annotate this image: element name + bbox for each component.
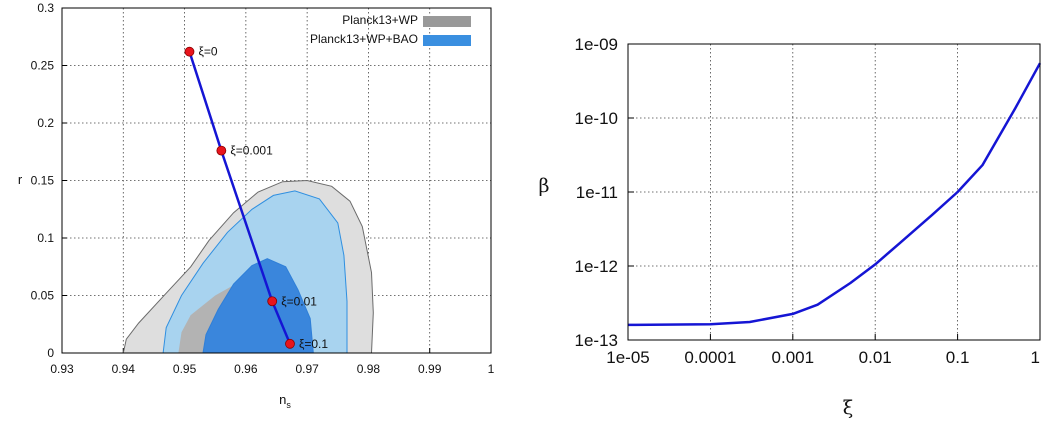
left-y-tick-label: 0.05 — [31, 289, 55, 303]
legend-swatch-planck13-wp-bao — [423, 35, 471, 46]
left-y-tick-label: 0.1 — [37, 231, 54, 245]
xi-point-marker — [184, 46, 195, 57]
xi-point-label: ξ=0.001 — [230, 144, 273, 158]
beta-vs-xi-line — [627, 62, 1042, 327]
left-y-tick-label: 0.3 — [37, 1, 54, 15]
right-x-tick-label: 0.1 — [946, 348, 970, 367]
right-y-tick-label: 1e-10 — [575, 109, 618, 128]
left-contours — [122, 179, 374, 354]
right-x-tick-label: 0.001 — [772, 348, 815, 367]
legend-label-planck13-wp: Planck13+WP — [342, 13, 418, 27]
left-y-tick-label: 0.15 — [31, 174, 55, 188]
right-y-tick-label: 1e-09 — [575, 35, 618, 54]
legend-label-planck13-wp-bao: Planck13+WP+BAO — [310, 32, 418, 46]
left-x-tick-label: 0.97 — [295, 362, 319, 376]
right-grid — [627, 43, 1041, 341]
left-y-tick-label: 0 — [47, 346, 54, 360]
left-x-axis-label-sub: s — [286, 400, 291, 410]
left-y-axis-label: r — [18, 172, 23, 187]
right-y-axis-label: β — [539, 175, 550, 197]
left-legend: Planck13+WP Planck13+WP+BAO — [310, 13, 471, 46]
xi-point-marker — [267, 296, 278, 307]
right-tick-labels: 1e-05 0.0001 0.001 0.01 0.1 1 1e-13 1e-12 1e-11 1… — [575, 35, 1040, 367]
left-x-tick-label: 0.93 — [50, 362, 74, 376]
left-tick-labels: 0.93 0.94 0.95 0.96 0.97 0.98 0.99 1 0 0.05 0.1 0.1… — [31, 1, 495, 376]
xi-point-marker — [285, 338, 295, 349]
left-x-tick-label: 1 — [488, 362, 495, 376]
legend-swatch-planck13-wp — [423, 16, 471, 27]
left-x-tick-label: 0.98 — [357, 362, 381, 376]
right-chart: 1e-05 0.0001 0.001 0.01 0.1 1 1e-13 1e-12 1e-11 1… — [539, 35, 1042, 419]
right-x-tick-label: 1e-05 — [606, 348, 649, 367]
left-x-axis-label-main: n — [279, 392, 286, 407]
right-plot-frame — [627, 43, 1041, 341]
right-y-tick-label: 1e-13 — [575, 331, 618, 350]
left-x-tick-label: 0.99 — [418, 362, 442, 376]
right-x-tick-label: 0.0001 — [684, 348, 736, 367]
xi-point-marker — [216, 145, 227, 156]
right-y-tick-label: 1e-12 — [575, 257, 618, 276]
right-x-tick-label: 1 — [1031, 348, 1040, 367]
right-x-tick-label: 0.01 — [859, 348, 892, 367]
left-xi-line: ξ=0 ξ=0.001 ξ=0.01 ξ=0.1 — [184, 45, 328, 351]
xi-trajectory-line — [188, 51, 292, 345]
left-x-tick-label: 0.94 — [112, 362, 136, 376]
xi-point-label: ξ=0 — [198, 45, 217, 59]
xi-point-label: ξ=0.01 — [281, 294, 317, 308]
left-y-tick-label: 0.25 — [31, 59, 55, 73]
left-plot-frame — [61, 7, 492, 354]
xi-point-label: ξ=0.1 — [299, 337, 328, 351]
right-y-tick-label: 1e-11 — [576, 183, 618, 202]
left-x-tick-label: 0.95 — [173, 362, 197, 376]
left-x-axis-label: ns — [279, 392, 291, 410]
left-x-tick-label: 0.96 — [234, 362, 258, 376]
right-beta-curve — [627, 62, 1042, 327]
contour-planck13-wp-bao-68 — [202, 258, 314, 354]
left-y-tick-label: 0.2 — [37, 116, 54, 130]
right-x-axis-label: ξ — [843, 397, 853, 419]
